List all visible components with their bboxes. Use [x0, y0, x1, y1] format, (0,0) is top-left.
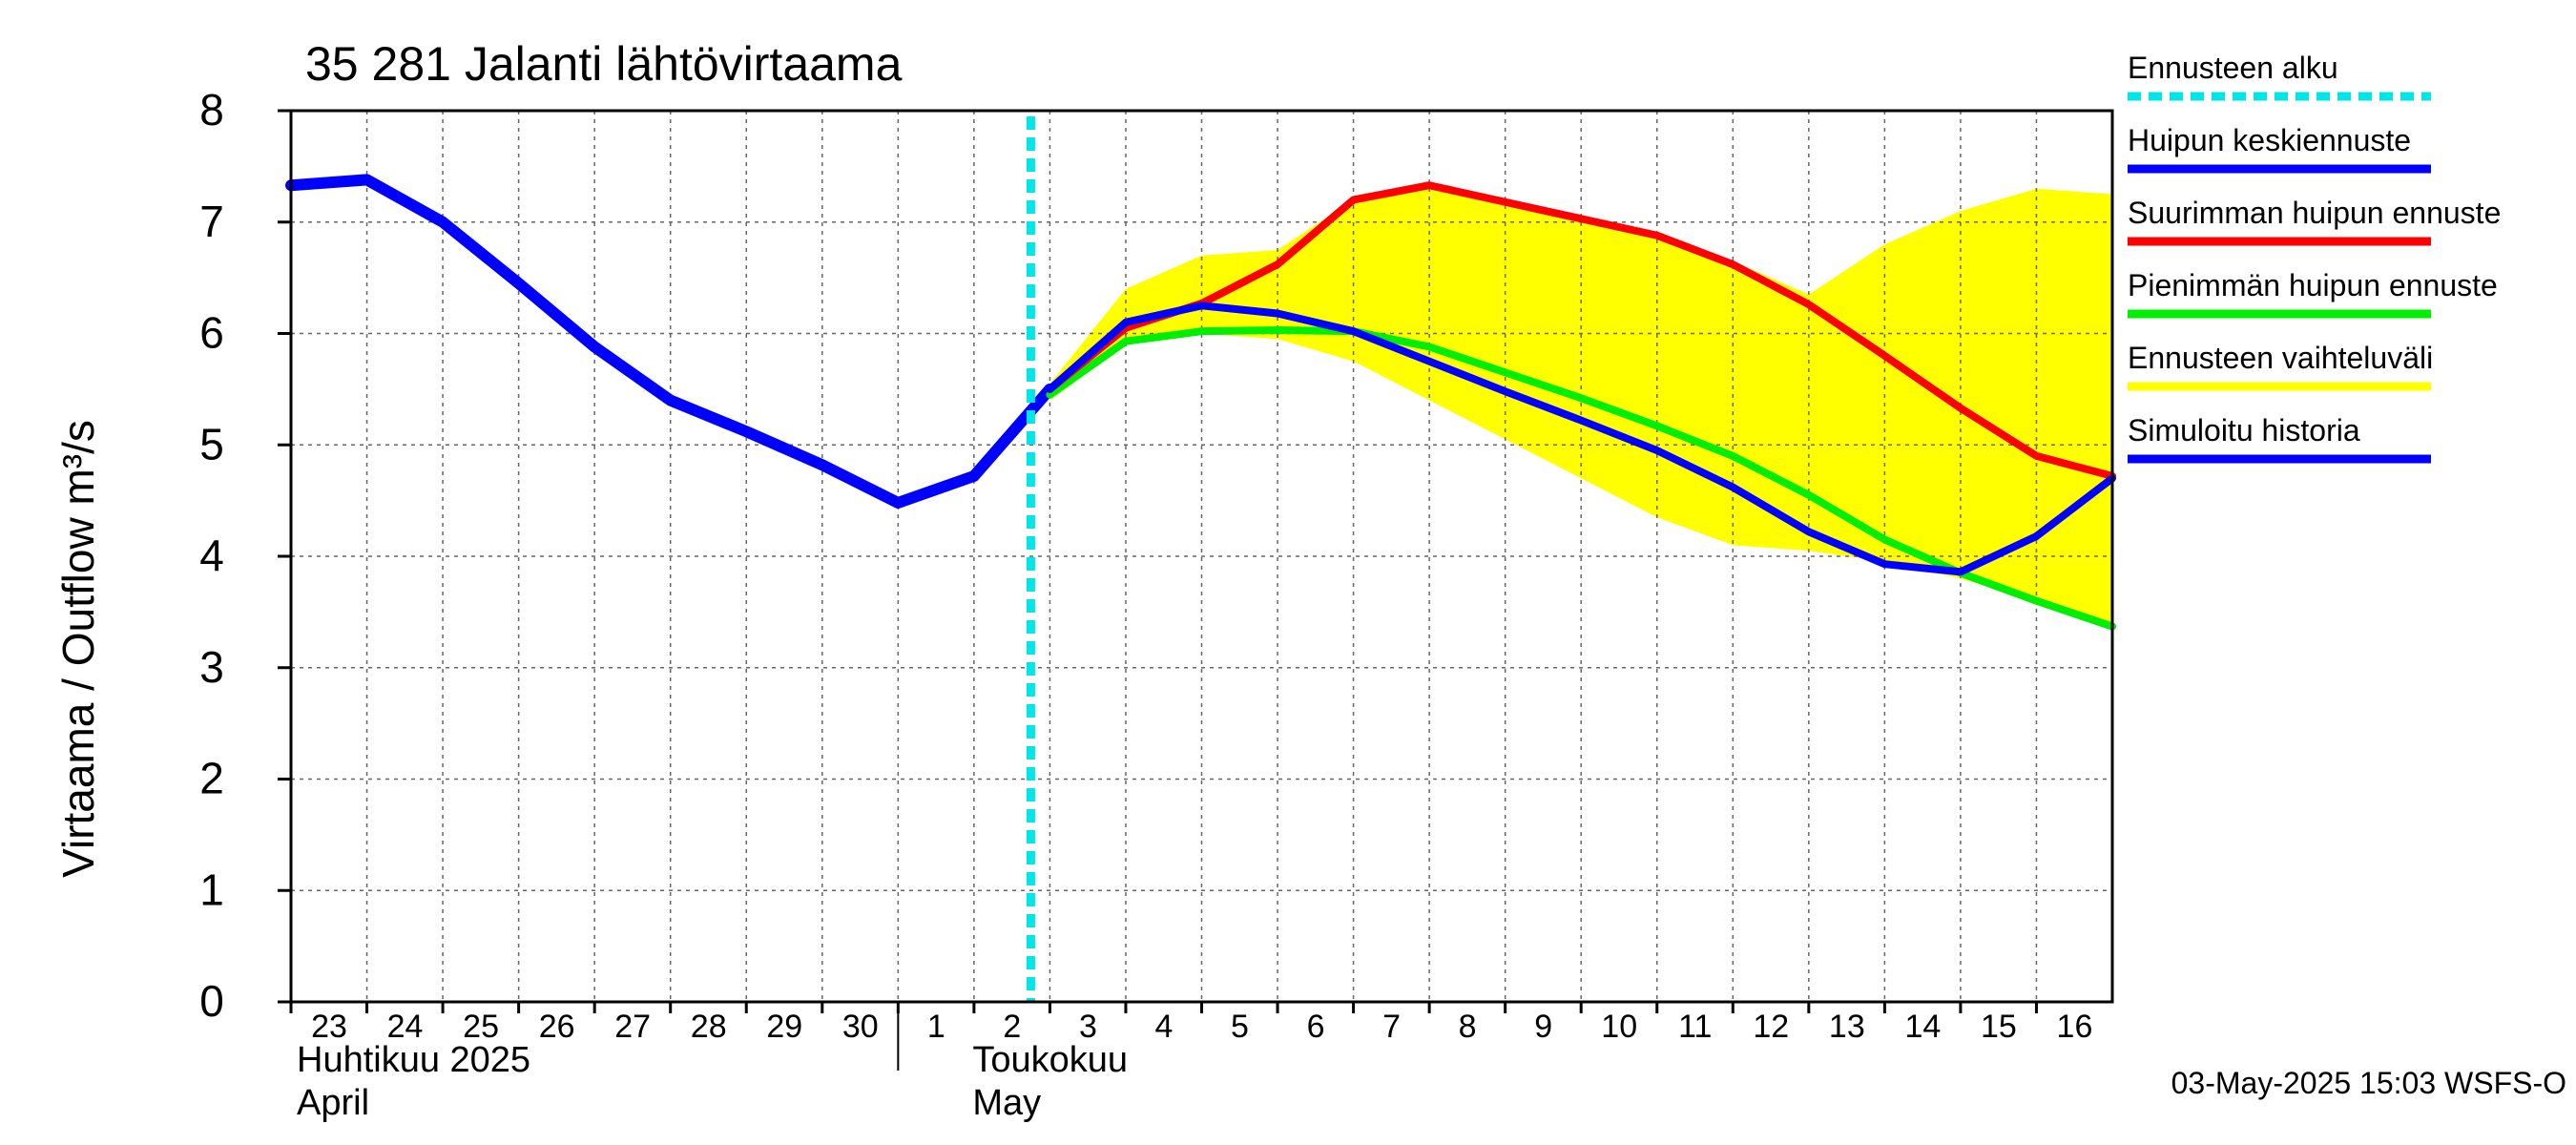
footer-timestamp: 03-May-2025 15:03 WSFS-O [2171, 1066, 2566, 1100]
legend-label-huipun-keskiennuste: Huipun keskiennuste [2128, 123, 2411, 157]
x-tick-label: 28 [691, 1009, 727, 1045]
x-tick-label: 5 [1231, 1009, 1249, 1045]
x-tick-label: 25 [463, 1009, 499, 1045]
x-tick-label: 24 [387, 1009, 424, 1045]
y-tick-label: 0 [199, 976, 224, 1026]
x-tick-label: 23 [311, 1009, 347, 1045]
x-tick-label: 15 [1981, 1009, 2017, 1045]
month-label-en: May [972, 1083, 1041, 1123]
x-tick-label: 11 [1678, 1009, 1712, 1045]
x-tick-label: 9 [1534, 1009, 1552, 1045]
y-axis: 0 1 2 3 4 5 6 7 8 [199, 85, 291, 1026]
y-tick-label: 5 [199, 419, 224, 468]
x-tick-label: 13 [1829, 1009, 1865, 1045]
x-tick-label: 27 [614, 1009, 651, 1045]
x-tick-label: 7 [1382, 1009, 1401, 1045]
month-label-en: April [297, 1083, 369, 1123]
y-tick-label: 8 [199, 85, 224, 135]
legend-label-simuloitu-historia: Simuloitu historia [2128, 413, 2360, 448]
x-tick-label: 4 [1154, 1009, 1173, 1045]
y-axis-label: Virtaama / Outflow m³/s [53, 420, 103, 878]
x-tick-label: 3 [1079, 1009, 1097, 1045]
grid-layer [291, 111, 2112, 1002]
x-tick-label: 12 [1753, 1009, 1789, 1045]
series-line-simuloitu-historia [285, 174, 1056, 509]
series-line-huipun-keskiennuste [1046, 302, 2116, 576]
y-tick-label: 4 [199, 531, 224, 580]
legend-label-pienimman-huipun-ennuste: Pienimmän huipun ennuste [2128, 268, 2498, 302]
x-tick-label: 2 [1003, 1009, 1021, 1045]
x-axis: 23 24 25 26 27 28 29 30 1 2 3 4 5 6 7 8 9 10 11 12 13 14 15 16H… [289, 1002, 2093, 1123]
x-tick-label: 8 [1459, 1009, 1477, 1045]
legend-label-ennusteen-vaihteluvali: Ennusteen vaihteluväli [2128, 341, 2433, 375]
series-line-pienimman-huipun-ennuste [1046, 325, 2116, 631]
x-tick-label: 10 [1601, 1009, 1637, 1045]
legend: Ennusteen alku Huipun keskiennuste Suurimm… [2128, 51, 2501, 464]
x-tick-label: 1 [927, 1009, 945, 1045]
y-tick-label: 3 [199, 642, 224, 692]
y-tick-label: 6 [199, 308, 224, 358]
month-label-fi: Huhtikuu 2025 [297, 1040, 530, 1080]
x-tick-label: 30 [842, 1009, 879, 1045]
x-tick-label: 6 [1307, 1009, 1325, 1045]
x-tick-label: 14 [1904, 1009, 1941, 1045]
legend-label-suurimman-huipun-ennuste: Suurimman huipun ennuste [2128, 196, 2501, 230]
x-tick-label: 29 [766, 1009, 802, 1045]
y-tick-label: 7 [199, 197, 224, 246]
month-label-fi: Toukokuu [972, 1040, 1128, 1080]
chart-title: 35 281 Jalanti lähtövirtaama [305, 37, 903, 91]
series-layer [285, 174, 2116, 631]
x-tick-label: 16 [2057, 1009, 2093, 1045]
legend-label-ennusteen-alku: Ennusteen alku [2128, 51, 2338, 85]
series-line-suurimman-huipun-ennuste [1046, 181, 2116, 480]
x-tick-label: 26 [539, 1009, 575, 1045]
y-tick-label: 1 [199, 864, 224, 914]
y-tick-label: 2 [199, 754, 224, 803]
